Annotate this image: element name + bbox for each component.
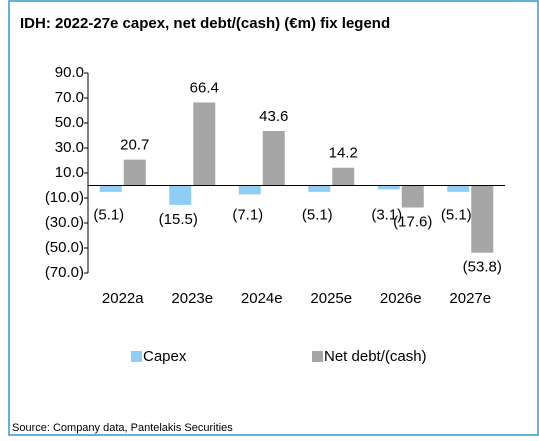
value-label: (17.6) xyxy=(393,213,432,230)
value-label: (7.1) xyxy=(232,206,263,223)
bar xyxy=(401,185,424,208)
legend-swatch xyxy=(131,351,142,362)
y-tick-label: 50.0 xyxy=(55,114,84,131)
value-label: (5.1) xyxy=(93,206,124,223)
y-tick-label: 30.0 xyxy=(55,139,84,156)
value-label: (5.1) xyxy=(441,206,472,223)
bar xyxy=(332,167,355,186)
bar xyxy=(238,185,261,195)
bar xyxy=(193,102,216,186)
y-tick-label: (30.0) xyxy=(45,214,84,231)
value-label: (3.1) xyxy=(371,206,402,223)
y-tick-label: (50.0) xyxy=(45,239,84,256)
legend-swatch xyxy=(312,351,323,362)
value-label: (15.5) xyxy=(159,211,198,228)
bar xyxy=(123,159,146,186)
y-tick-label: 70.0 xyxy=(55,89,84,106)
x-tick-label: 2024e xyxy=(241,290,283,307)
frame xyxy=(8,0,539,436)
legend-label: Capex xyxy=(143,348,187,365)
bar xyxy=(169,185,192,205)
value-label: 14.2 xyxy=(329,145,358,162)
chart-title: IDH: 2022-27e capex, net debt/(cash) (€m… xyxy=(20,15,390,32)
x-tick-label: 2023e xyxy=(171,290,213,307)
x-tick-label: 2026e xyxy=(380,290,422,307)
legend-label: Net debt/(cash) xyxy=(324,348,427,365)
y-tick-label: (70.0) xyxy=(45,264,84,281)
value-label: 66.4 xyxy=(190,79,219,96)
bar xyxy=(447,185,470,192)
bar xyxy=(99,185,122,192)
bar xyxy=(471,185,494,253)
source: Source: Company data, Pantelakis Securit… xyxy=(12,422,233,434)
bar xyxy=(377,185,400,190)
x-tick-label: 2027e xyxy=(449,290,491,307)
y-tick-label: 90.0 xyxy=(55,64,84,81)
value-label: 20.7 xyxy=(120,137,149,154)
x-tick-label: 2022a xyxy=(102,290,144,307)
bar xyxy=(262,131,285,186)
y-tick-label: (10.0) xyxy=(45,189,84,206)
value-label: 43.6 xyxy=(259,108,288,125)
bar xyxy=(308,185,331,192)
value-label: (5.1) xyxy=(302,206,333,223)
x-tick-label: 2025e xyxy=(310,290,352,307)
value-label: (53.8) xyxy=(463,259,502,276)
y-tick-label: 10.0 xyxy=(55,164,84,181)
